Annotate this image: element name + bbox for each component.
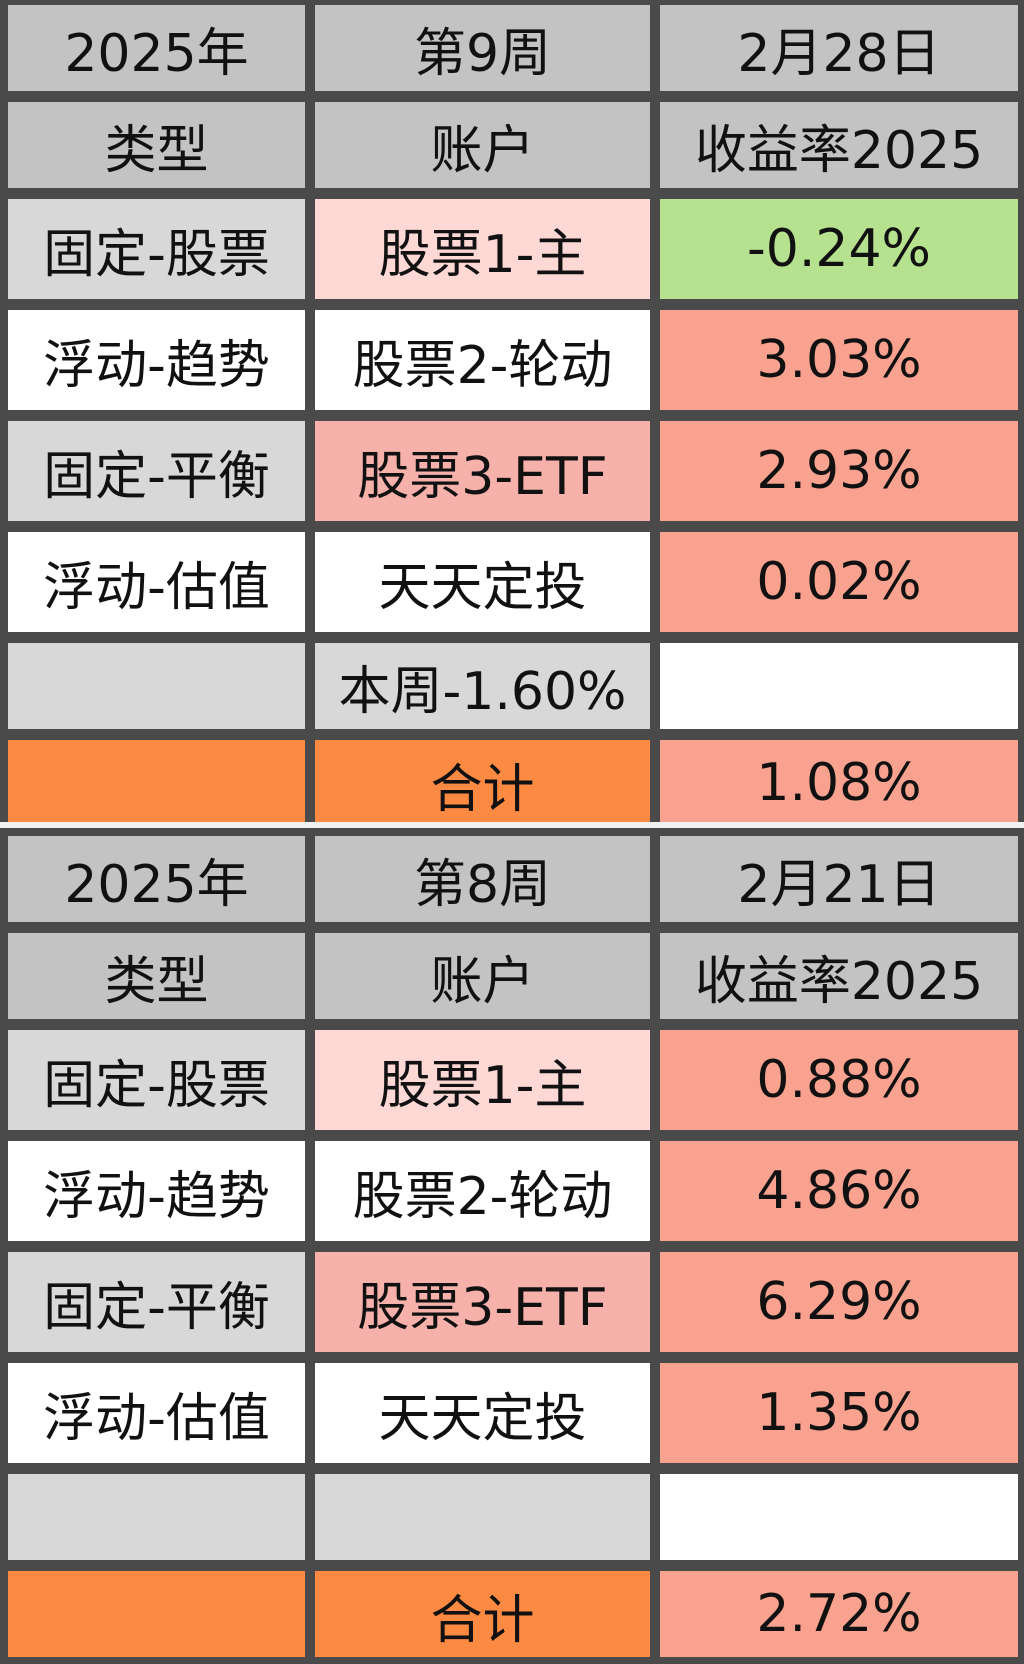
return-cell: -0.24%	[660, 199, 1018, 299]
return-cell: 0.02%	[660, 532, 1018, 632]
empty-cell	[8, 1571, 305, 1657]
header-return: 收益率2025	[660, 933, 1018, 1019]
type-cell: 浮动-趋势	[8, 310, 305, 410]
header-type: 类型	[8, 933, 305, 1019]
table-divider	[0, 822, 1024, 828]
account-cell: 股票2-轮动	[315, 1141, 650, 1241]
weekly-return-cell	[315, 1474, 650, 1560]
date-cell: 2月28日	[660, 5, 1018, 91]
account-cell: 天天定投	[315, 1363, 650, 1463]
week8-table: 2025年 第8周 2月21日 类型 账户 收益率2025 固定-股票 股票1-…	[8, 836, 1018, 1657]
week9-table: 2025年 第9周 2月28日 类型 账户 收益率2025 固定-股票 股票1-…	[8, 5, 1018, 826]
return-cell: 0.88%	[660, 1030, 1018, 1130]
week-cell: 第9周	[315, 5, 650, 91]
account-cell: 股票1-主	[315, 199, 650, 299]
weekly-return-cell: 本周-1.60%	[315, 643, 650, 729]
header-type: 类型	[8, 102, 305, 188]
type-cell: 固定-股票	[8, 199, 305, 299]
type-cell: 固定-股票	[8, 1030, 305, 1130]
return-cell: 1.35%	[660, 1363, 1018, 1463]
header-account: 账户	[315, 102, 650, 188]
date-cell: 2月21日	[660, 836, 1018, 922]
account-cell: 股票3-ETF	[315, 1252, 650, 1352]
type-cell: 浮动-估值	[8, 532, 305, 632]
account-cell: 股票1-主	[315, 1030, 650, 1130]
year-cell: 2025年	[8, 836, 305, 922]
type-cell: 浮动-趋势	[8, 1141, 305, 1241]
empty-cell	[660, 643, 1018, 729]
empty-cell	[8, 1474, 305, 1560]
type-cell: 固定-平衡	[8, 421, 305, 521]
total-label: 合计	[315, 1571, 650, 1657]
return-cell: 4.86%	[660, 1141, 1018, 1241]
empty-cell	[8, 643, 305, 729]
account-cell: 股票2-轮动	[315, 310, 650, 410]
week-cell: 第8周	[315, 836, 650, 922]
return-cell: 6.29%	[660, 1252, 1018, 1352]
type-cell: 浮动-估值	[8, 1363, 305, 1463]
header-account: 账户	[315, 933, 650, 1019]
return-cell: 2.93%	[660, 421, 1018, 521]
total-label: 合计	[315, 740, 650, 826]
empty-cell	[660, 1474, 1018, 1560]
empty-cell	[8, 740, 305, 826]
header-return: 收益率2025	[660, 102, 1018, 188]
account-cell: 天天定投	[315, 532, 650, 632]
year-cell: 2025年	[8, 5, 305, 91]
total-return-cell: 1.08%	[660, 740, 1018, 826]
total-return-cell: 2.72%	[660, 1571, 1018, 1657]
type-cell: 固定-平衡	[8, 1252, 305, 1352]
return-cell: 3.03%	[660, 310, 1018, 410]
account-cell: 股票3-ETF	[315, 421, 650, 521]
